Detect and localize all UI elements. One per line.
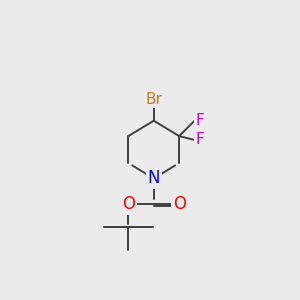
Text: O: O	[173, 195, 186, 213]
Text: F: F	[196, 113, 204, 128]
Text: Br: Br	[145, 92, 162, 106]
Text: F: F	[196, 132, 204, 147]
Text: N: N	[148, 169, 160, 188]
Text: O: O	[122, 195, 135, 213]
